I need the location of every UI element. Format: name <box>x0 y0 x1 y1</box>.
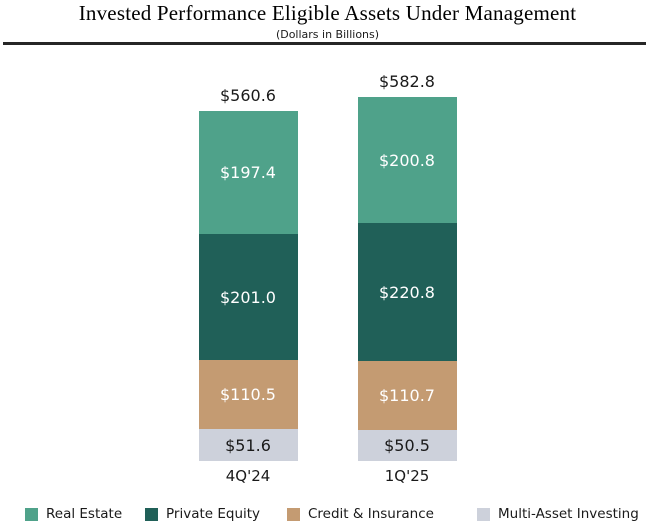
legend-item-multi-asset-investing: Multi-Asset Investing <box>477 506 639 522</box>
segment-value-label: $201.0 <box>220 287 276 307</box>
bar-segment-credit-insurance: $110.7 <box>357 361 457 430</box>
legend-item-private-equity: Private Equity <box>145 506 260 522</box>
chart-subtitle: (Dollars in Billions) <box>275 28 380 41</box>
legend-label: Real Estate <box>46 506 123 522</box>
segment-value-label: $220.8 <box>379 282 435 302</box>
bar-segment-credit-insurance: $110.5 <box>198 360 298 429</box>
legend-swatch <box>145 507 158 521</box>
legend-swatch <box>25 507 38 521</box>
chart-title: Invested Performance Eligible Assets Und… <box>78 1 577 25</box>
segment-value-label: $51.6 <box>225 435 271 455</box>
bar-total-label: $582.8 <box>379 72 435 91</box>
bar-segment-real-estate: $200.8 <box>357 97 457 223</box>
bar-segment-multi-asset-investing: $51.6 <box>198 429 298 461</box>
legend-swatch <box>477 507 490 521</box>
segment-value-label: $110.5 <box>220 385 276 404</box>
legend-item-credit-insurance: Credit & Insurance <box>287 506 434 522</box>
title-divider <box>3 42 646 45</box>
x-axis-label: 4Q'24 <box>225 467 271 485</box>
legend-item-real-estate: Real Estate <box>25 506 122 522</box>
legend-label: Credit & Insurance <box>308 506 434 522</box>
bar-segment-real-estate: $197.4 <box>198 111 298 234</box>
segment-value-label: $110.7 <box>379 386 435 405</box>
segment-value-label: $50.5 <box>384 436 430 455</box>
bar-segment-private-equity: $220.8 <box>357 223 457 361</box>
x-axis-label: 1Q'25 <box>384 467 430 485</box>
legend-swatch <box>287 507 300 521</box>
segment-value-label: $197.4 <box>220 163 276 182</box>
bar-total-label: $560.6 <box>220 86 276 105</box>
legend-label: Private Equity <box>166 506 261 522</box>
legend-label: Multi-Asset Investing <box>498 506 639 522</box>
bar-segment-multi-asset-investing: $50.5 <box>357 430 457 461</box>
segment-value-label: $200.8 <box>379 150 435 170</box>
bar-segment-private-equity: $201.0 <box>198 234 298 360</box>
